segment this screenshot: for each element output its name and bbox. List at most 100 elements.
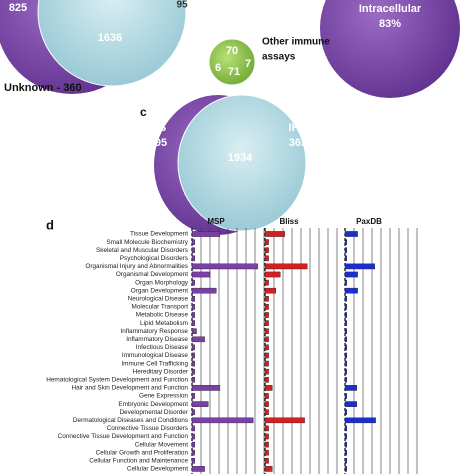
- category-label: Organ Development: [131, 287, 188, 294]
- bar: [344, 271, 358, 278]
- venn-circle: [177, 94, 307, 232]
- category-label: Psychological Disorders: [120, 255, 188, 262]
- bar: [191, 320, 195, 326]
- venn-count: 95: [176, 0, 188, 11]
- category-label: Small Molecule Biochemistry: [106, 239, 188, 246]
- bar: [264, 449, 269, 456]
- category-label: Immune Cell Trafficking: [121, 360, 188, 367]
- venn-count: 825: [9, 2, 27, 14]
- bar: [264, 401, 269, 407]
- venn-count: 71: [228, 66, 240, 78]
- venn-count: 7: [245, 58, 251, 70]
- bar: [344, 441, 347, 448]
- bar: [191, 296, 195, 302]
- series-name: PaxDB: [356, 217, 382, 226]
- bar: [191, 409, 195, 416]
- bar: [191, 368, 195, 375]
- venn-label: MS: [150, 122, 167, 134]
- bar: [264, 328, 269, 335]
- bar: [191, 393, 195, 399]
- bar: [344, 401, 357, 407]
- bar: [344, 287, 358, 294]
- series-name: Bliss: [279, 217, 299, 226]
- category-label: Organismal Injury and Abnormalities: [85, 263, 188, 270]
- bar: [191, 385, 221, 391]
- bar: [264, 360, 269, 367]
- venn-count: 1636: [98, 32, 122, 44]
- category-label: Cellular Function and Maintenance: [89, 457, 188, 464]
- category-label: Inflammatory Disease: [126, 336, 188, 343]
- bar: [264, 239, 269, 245]
- category-label: Gene Expression: [139, 393, 188, 400]
- venn-circle: [208, 38, 256, 86]
- bar: [191, 360, 195, 367]
- bar: [344, 296, 347, 302]
- series-name: MSP: [207, 217, 225, 226]
- bar: [344, 458, 347, 464]
- bar: [191, 401, 209, 407]
- bar: [344, 352, 347, 359]
- bar: [264, 433, 269, 440]
- category-label: Inflammatory Response: [121, 328, 189, 335]
- bar: [344, 466, 347, 472]
- bar: [191, 279, 195, 286]
- venn-count: 70: [226, 45, 238, 57]
- panel-label: d: [46, 217, 54, 232]
- bar: [344, 377, 347, 383]
- bar: [344, 279, 347, 286]
- venn-count: 495: [149, 137, 167, 149]
- bar: [264, 352, 269, 359]
- category-label: Metabolic Disease: [136, 312, 189, 319]
- venn-label: assays: [262, 52, 296, 63]
- venn-circle: [37, 0, 187, 87]
- category-label: Tissue Development: [130, 231, 188, 238]
- venn-count: 6: [215, 62, 221, 74]
- bar: [264, 336, 269, 343]
- venn-label: Other immune: [262, 37, 330, 48]
- bar: [191, 287, 217, 294]
- bar: [191, 312, 195, 318]
- category-label: Developmental Disorder: [119, 409, 188, 416]
- bar: [264, 368, 269, 375]
- bar: [191, 441, 195, 448]
- category-label: Cellular Development: [127, 466, 188, 473]
- category-label: Organismal Development: [116, 271, 188, 278]
- bar: [191, 417, 254, 424]
- bar: [344, 433, 347, 440]
- bar: [264, 417, 305, 424]
- bar: [344, 360, 347, 367]
- bar: [264, 296, 269, 302]
- bar: [344, 344, 347, 351]
- category-label: Lipid Metabolism: [140, 320, 188, 327]
- venn-count: 365: [289, 137, 307, 149]
- bar: [344, 393, 347, 399]
- category-label: Cellular Movement: [135, 441, 188, 448]
- bar: [191, 304, 195, 310]
- bar: [264, 320, 269, 326]
- bar: [191, 433, 195, 440]
- bar: [344, 263, 375, 270]
- bar: [191, 336, 205, 343]
- bar: [264, 385, 273, 391]
- category-label: Skeletal and Muscular Disorders: [96, 247, 188, 254]
- bar: [264, 247, 269, 254]
- category-label: Immunological Disease: [122, 352, 189, 359]
- bar: [344, 417, 376, 424]
- category-label: Connective Tissue Disorders: [107, 425, 188, 432]
- bar: [264, 279, 269, 286]
- bar: [264, 409, 269, 416]
- category-label: Infectious Disease: [136, 344, 189, 351]
- bar: [344, 449, 347, 456]
- bar: [191, 271, 211, 278]
- bar: [264, 271, 281, 278]
- bar: [191, 466, 205, 472]
- bar: [264, 255, 269, 262]
- bar: [264, 458, 269, 464]
- bar: [344, 425, 347, 432]
- bar: [191, 344, 195, 351]
- bar: [344, 409, 347, 416]
- bar: [344, 368, 347, 375]
- category-label: Cellular Growth and Proliferation: [96, 449, 189, 456]
- pie: [320, 0, 460, 98]
